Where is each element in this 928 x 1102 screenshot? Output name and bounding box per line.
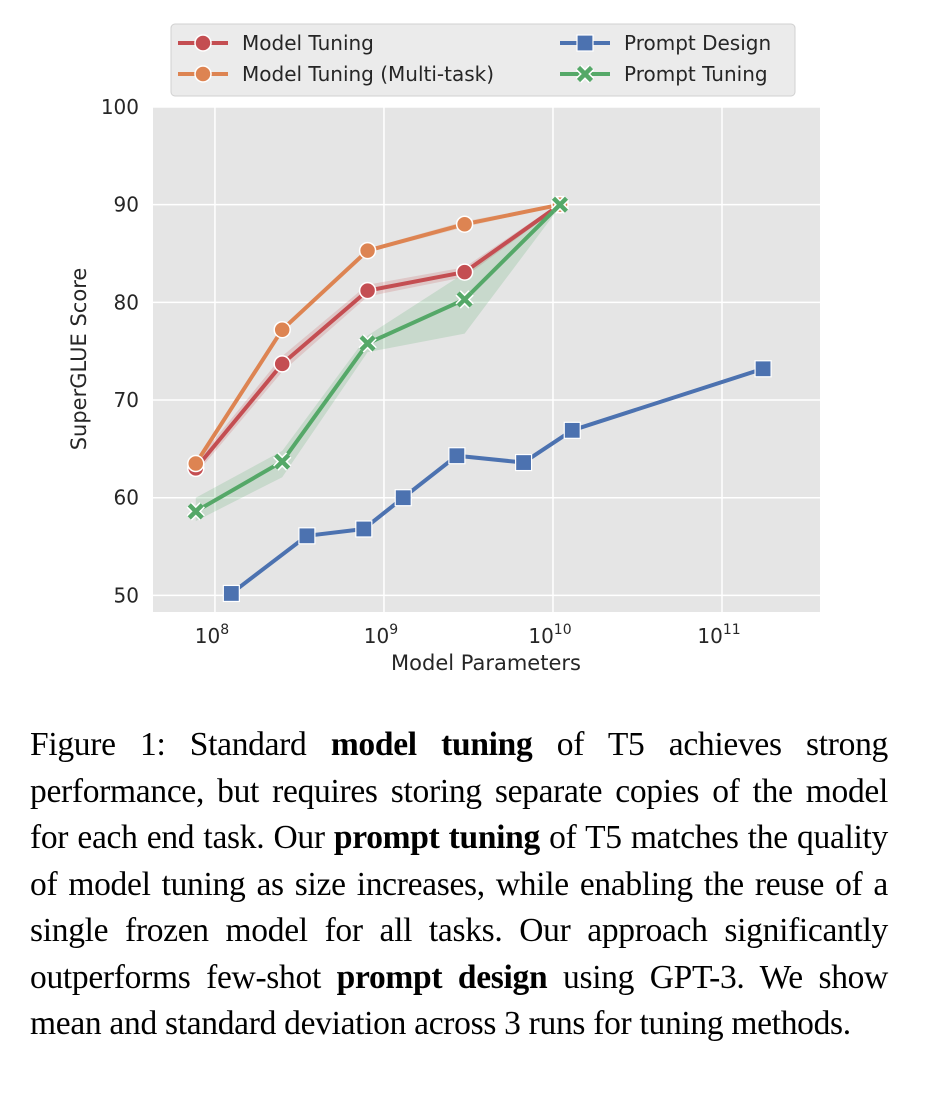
figure-caption: Figure 1: Standard model tuning of T5 ac…: [30, 722, 888, 1048]
x-tick-base: 10: [697, 624, 722, 648]
data-point-circle: [273, 355, 291, 373]
data-point-x: [455, 290, 474, 309]
data-point-square: [394, 489, 412, 507]
x-tick-labels: 108 109 1010 1011: [195, 622, 741, 648]
y-tick-label: 100: [101, 95, 139, 119]
x-tick-label: 108: [195, 622, 229, 648]
data-point-square: [576, 34, 594, 52]
data-point-x-mark: [456, 291, 473, 308]
data-point-circle: [194, 34, 212, 52]
legend-label: Model Tuning: [242, 31, 374, 55]
data-point-circle: [358, 281, 377, 300]
series-markers: [186, 195, 772, 603]
caption-text: of T5 matches the quality of model tunin…: [30, 819, 888, 996]
legend-label: Prompt Tuning: [624, 62, 768, 86]
data-point-circle: [187, 454, 205, 473]
legend-item: Prompt Tuning: [560, 62, 768, 86]
data-point-square: [298, 527, 316, 545]
x-tick-base: 10: [364, 624, 389, 648]
y-tick-label: 90: [114, 193, 139, 217]
data-point-x: [186, 502, 205, 521]
data-point-x: [575, 64, 595, 84]
legend-item: Model Tuning (Multi-task): [178, 62, 494, 86]
data-point-circle: [455, 215, 474, 233]
data-point-square: [514, 453, 533, 472]
plot-background: [153, 107, 820, 612]
data-point-circle: [273, 320, 291, 339]
data-point-square: [222, 584, 240, 603]
x-tick-base: 10: [195, 624, 220, 648]
x-tick-label: 1011: [697, 622, 740, 648]
x-tick-label: 109: [364, 622, 398, 648]
data-point-square: [355, 520, 373, 538]
caption-text: Figure 1: Standard: [30, 726, 331, 763]
x-tick-label: 1010: [528, 622, 571, 648]
y-tick-label: 50: [114, 583, 139, 607]
caption-bold-text: prompt design: [336, 958, 548, 996]
data-point-x-mark: [187, 503, 204, 520]
data-point-square: [448, 447, 466, 465]
gridlines: [153, 106, 820, 612]
x-tick-exponent: 10: [554, 622, 572, 638]
legend: Model Tuning Model Tuning (Multi-task) Pro…: [170, 23, 796, 97]
legend-box: [170, 23, 796, 97]
data-point-circle: [358, 241, 377, 260]
x-tick-exponent: 9: [389, 622, 398, 638]
data-point-square: [754, 360, 772, 378]
data-point-x-mark: [551, 196, 569, 213]
x-tick-base: 10: [528, 624, 553, 648]
x-axis-label: Model Parameters: [391, 651, 581, 675]
data-point-x-mark: [576, 65, 594, 83]
y-tick-labels: 50 60 70 80 90 100: [101, 95, 139, 607]
caption-bold-text: prompt tuning: [333, 819, 540, 856]
data-point-square: [563, 421, 581, 439]
error-band-prompt-tuning: [195, 202, 560, 522]
legend-label: Prompt Design: [624, 31, 771, 55]
data-point-x-mark: [359, 335, 376, 352]
data-point-x: [273, 452, 292, 471]
legend-item: Model Tuning: [178, 31, 374, 55]
legend-item: Prompt Design: [560, 31, 771, 55]
y-tick-label: 80: [114, 290, 139, 314]
x-tick-exponent: 8: [220, 622, 229, 638]
legend-label: Model Tuning (Multi-task): [242, 62, 494, 86]
data-point-x: [358, 334, 377, 353]
data-point-circle: [455, 263, 474, 281]
data-point-x: [550, 195, 570, 214]
x-tick-exponent: 11: [723, 622, 741, 638]
y-axis-label: SuperGLUE Score: [67, 268, 91, 451]
caption-text: of T5 achieves strong performance, but r…: [30, 726, 888, 856]
data-point-circle: [194, 65, 212, 83]
y-tick-label: 60: [114, 486, 139, 510]
data-point-x-mark: [274, 453, 291, 470]
y-tick-label: 70: [114, 388, 139, 412]
caption-text: using GPT-3. We show mean and standard d…: [30, 958, 889, 1043]
caption-bold-text: model tuning: [330, 726, 533, 763]
